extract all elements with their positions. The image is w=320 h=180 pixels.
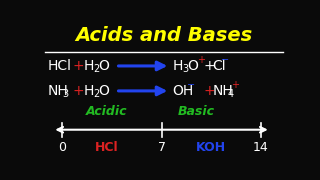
Text: NH: NH [212, 84, 233, 98]
Text: 2: 2 [93, 89, 100, 99]
Text: HCl: HCl [47, 59, 71, 73]
Text: +: + [197, 55, 205, 65]
Text: O: O [98, 59, 109, 73]
Text: +: + [204, 59, 215, 73]
Text: 3: 3 [62, 89, 68, 99]
Text: HCl: HCl [95, 141, 119, 154]
Text: +: + [72, 84, 84, 98]
Text: 3: 3 [183, 64, 189, 74]
Text: KOH: KOH [196, 141, 226, 154]
Text: Acids and Bases: Acids and Bases [76, 26, 252, 45]
Text: O: O [98, 84, 109, 98]
Text: 0: 0 [58, 141, 66, 154]
Text: H: H [84, 59, 94, 73]
Text: 2: 2 [93, 64, 100, 74]
Text: Acidic: Acidic [86, 105, 128, 118]
Text: +: + [204, 84, 215, 98]
Text: +: + [72, 59, 84, 73]
Text: −: − [221, 55, 229, 65]
Text: H: H [173, 59, 183, 73]
Text: NH: NH [47, 84, 68, 98]
Text: 4: 4 [227, 89, 233, 99]
Text: 14: 14 [253, 141, 268, 154]
Text: O: O [187, 59, 198, 73]
Text: Basic: Basic [178, 105, 215, 118]
Text: Cl: Cl [212, 59, 226, 73]
Text: +: + [231, 80, 239, 90]
Text: −: − [187, 80, 195, 90]
Text: 7: 7 [157, 141, 165, 154]
Text: H: H [84, 84, 94, 98]
Text: OH: OH [173, 84, 194, 98]
